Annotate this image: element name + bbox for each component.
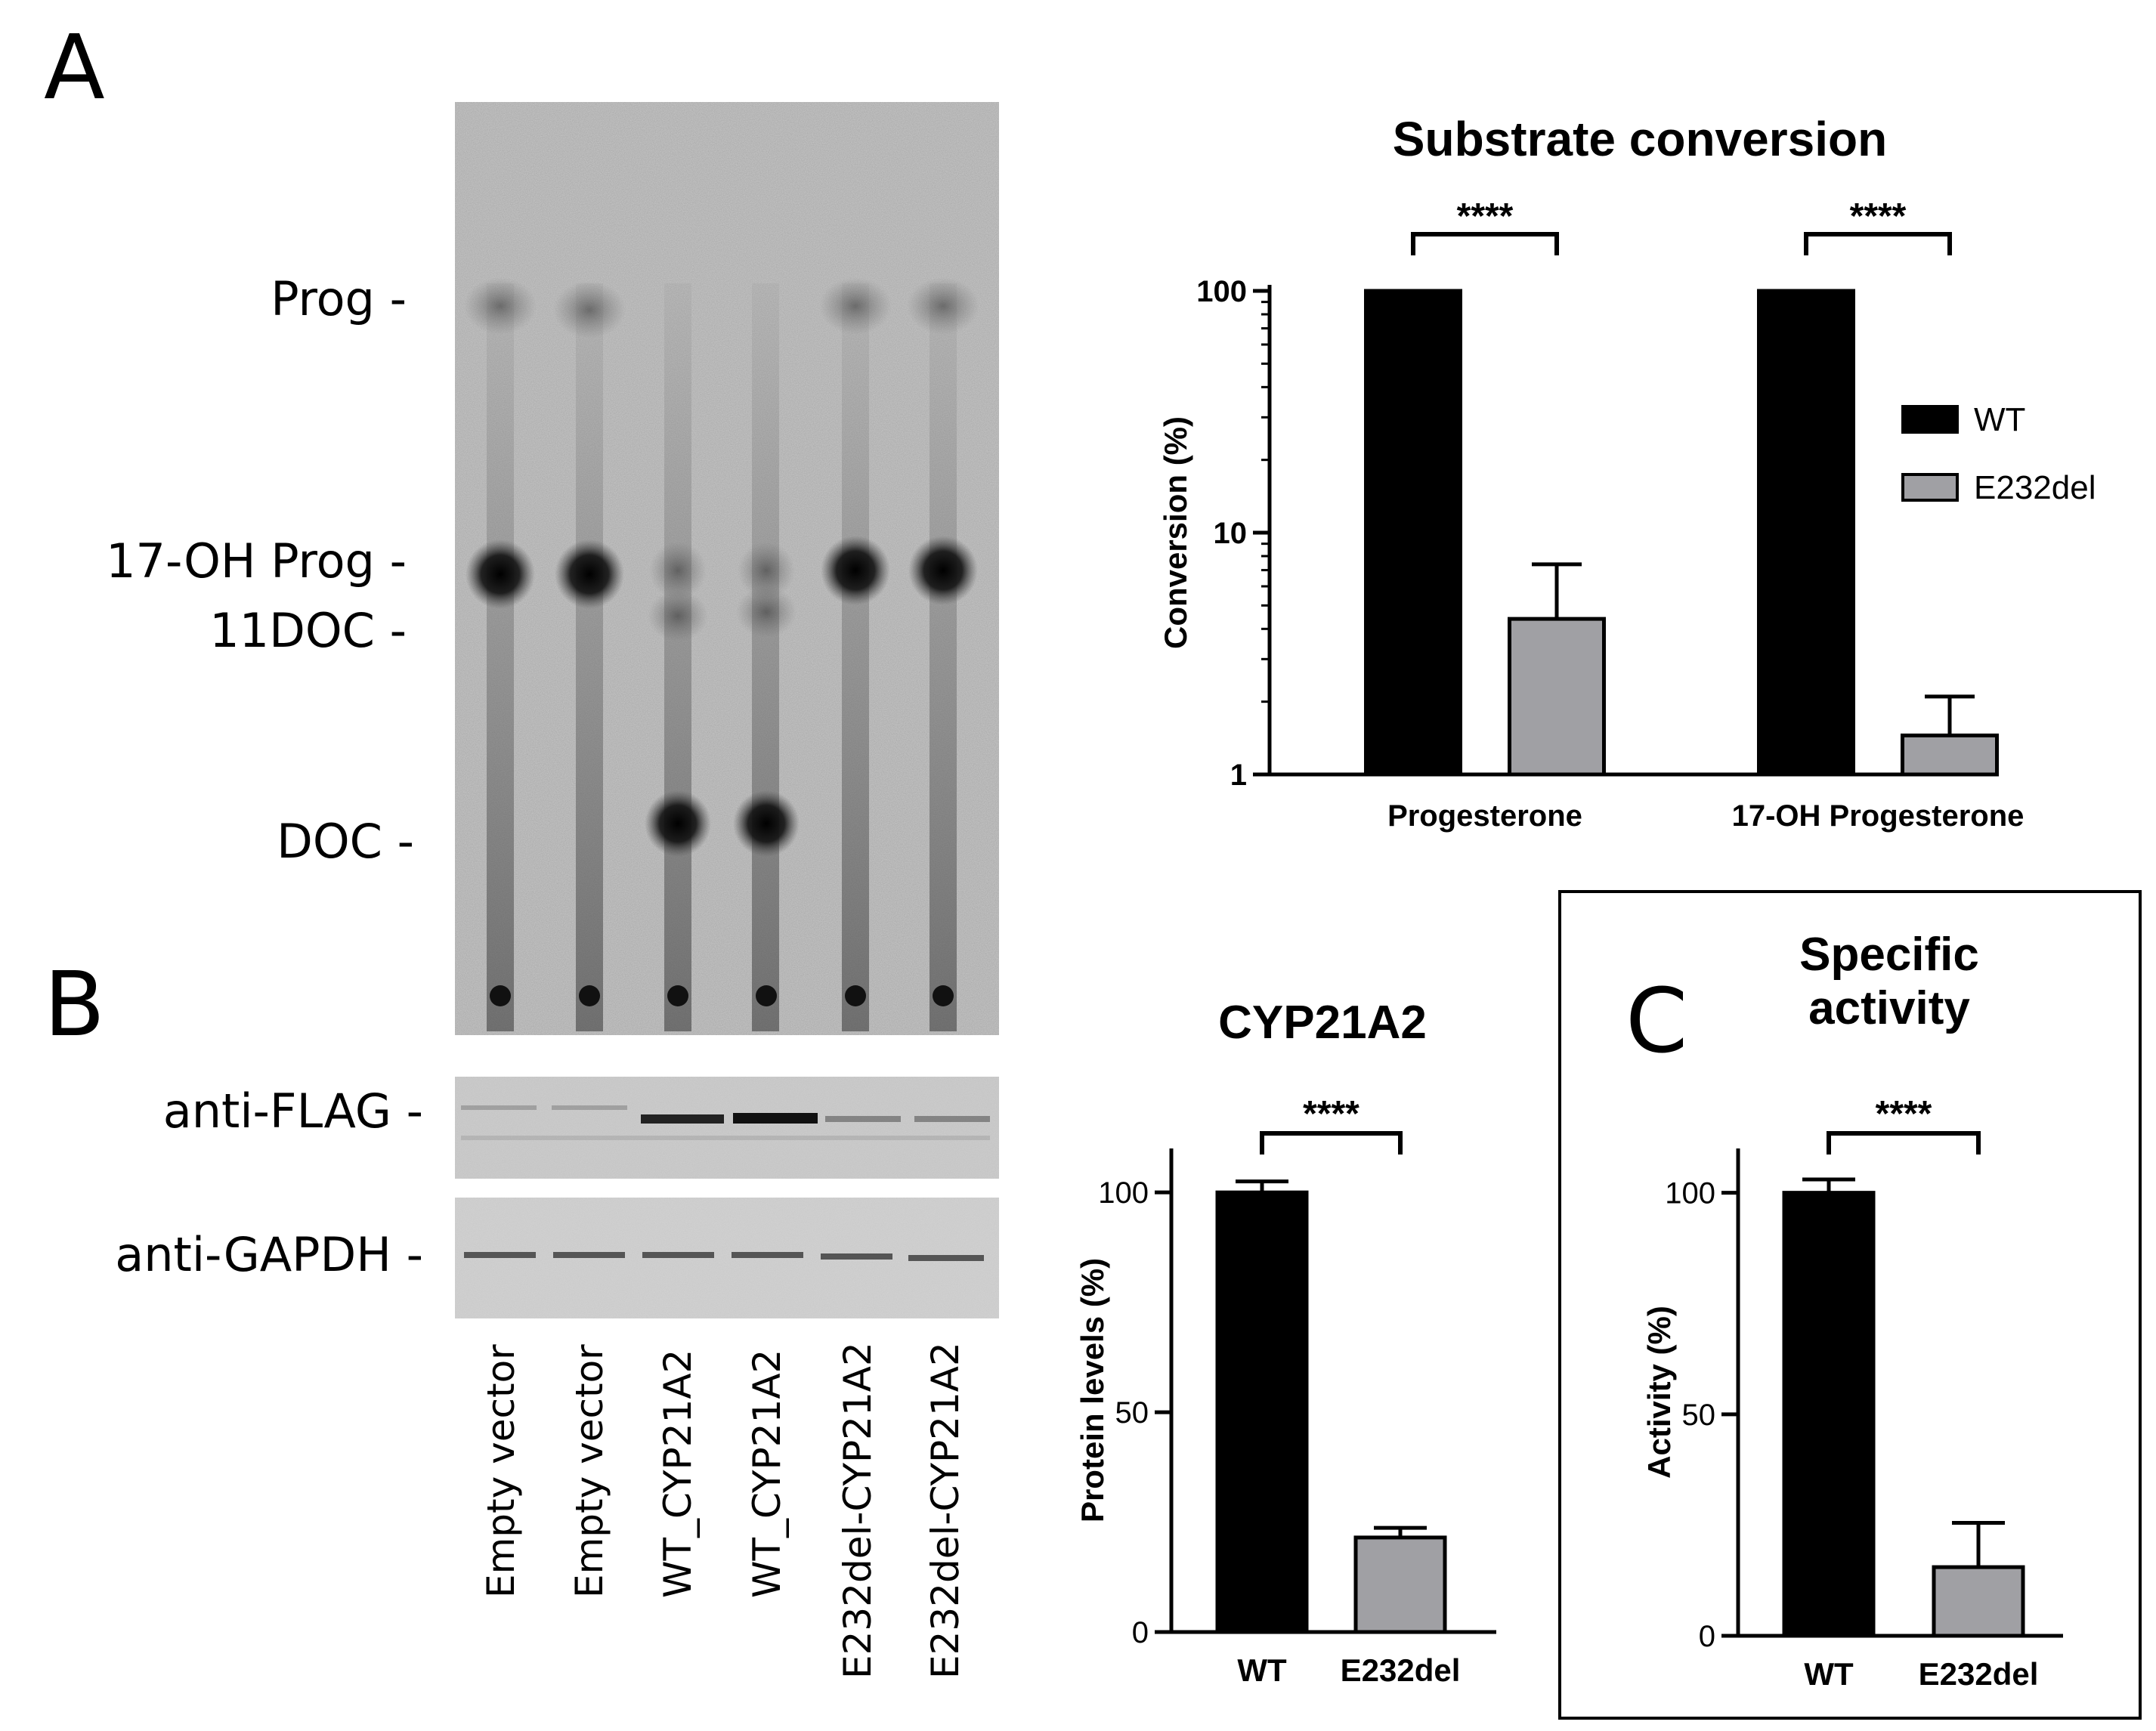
cyp21a2-chart: 0 50 100 Protein levels (%) WT E232del **** xyxy=(1075,1094,1496,1688)
bar-wt xyxy=(1757,289,1855,777)
specific-activity-chart: 0 50 100 Activity (%) WT E232del **** xyxy=(1641,1094,2063,1692)
tlc-label-17oh-prog: 17-OH Prog - xyxy=(106,533,407,589)
legend-label-e232del: E232del xyxy=(1974,469,2096,506)
significance-bracket xyxy=(1411,232,1559,255)
western-blot-flag-svg xyxy=(455,1077,999,1179)
legend-swatch-wt xyxy=(1901,405,1959,434)
panel-letter-a: A xyxy=(44,15,105,119)
tlc-label-doc: DOC - xyxy=(277,814,414,869)
bar-e232del xyxy=(1353,1535,1447,1634)
y-tick-label: 50 xyxy=(1682,1399,1716,1432)
bar-e232del xyxy=(1508,617,1606,777)
tlc-label-11doc: 11DOC - xyxy=(209,603,407,658)
x-category-label: WT xyxy=(1237,1652,1287,1688)
bar-wt xyxy=(1364,289,1462,777)
gapdh-bands xyxy=(464,1252,984,1261)
panel-letter-b: B xyxy=(44,952,105,1056)
tlc-prog-spots xyxy=(464,277,979,338)
bar-wt xyxy=(1782,1191,1876,1638)
y-axis-label: Activity (%) xyxy=(1641,1306,1677,1479)
flag-bands xyxy=(461,1105,990,1140)
x-category-label: E232del xyxy=(1919,1656,2039,1692)
y-tick-label: 50 xyxy=(1115,1396,1149,1430)
tlc-plate-svg xyxy=(455,102,999,1035)
substrate-conversion-chart: 1 10 100 Conversion (%) Progesterone **** 17-O… xyxy=(1158,196,2096,833)
x-category-label: WT xyxy=(1804,1656,1854,1692)
western-blot-gapdh-svg xyxy=(455,1198,999,1318)
legend-label-wt: WT xyxy=(1974,401,2025,438)
legend-swatch-e232del xyxy=(1901,473,1959,502)
x-category-label: Progesterone xyxy=(1387,799,1582,833)
y-tick-label: 100 xyxy=(1196,275,1247,308)
lane-label-1: Empty vector xyxy=(479,1344,523,1598)
lane-label-2: Empty vector xyxy=(568,1344,611,1598)
y-axis-label: Protein levels (%) xyxy=(1075,1258,1110,1522)
chart-title-cyp21a2: CYP21A2 xyxy=(1218,997,1427,1049)
significance-label: **** xyxy=(1303,1094,1359,1134)
lane-label-5: E232del-CYP21A2 xyxy=(836,1342,880,1679)
chart-title-activity: Specific activity xyxy=(1799,929,1979,1035)
tlc-origin-spots xyxy=(490,985,954,1006)
tlc-label-prog: Prog - xyxy=(271,271,407,326)
y-axis-label: Conversion (%) xyxy=(1158,416,1193,649)
bar-e232del xyxy=(1901,733,1999,777)
lane-label-6: E232del-CYP21A2 xyxy=(923,1342,967,1679)
y-tick-label: 0 xyxy=(1132,1616,1149,1649)
tlc-11doc-spots xyxy=(648,586,797,641)
panel-letter-c: C xyxy=(1626,969,1688,1073)
bar-wt xyxy=(1215,1190,1309,1634)
significance-bracket xyxy=(1804,232,1952,255)
y-tick-label: 10 xyxy=(1214,517,1248,550)
significance-label: **** xyxy=(1850,196,1907,236)
x-category-label: E232del xyxy=(1341,1652,1461,1688)
tlc-17oh-spots xyxy=(466,536,978,609)
western-blot-flag xyxy=(455,1077,999,1179)
significance-bracket xyxy=(1260,1131,1403,1155)
y-tick-label: 100 xyxy=(1098,1176,1149,1210)
lane-label-3: WT_CYP21A2 xyxy=(656,1349,700,1598)
x-category-label: 17-OH Progesterone xyxy=(1732,799,2025,833)
panel-c-box: C xyxy=(1558,890,2142,1720)
tlc-doc-spots xyxy=(645,790,800,857)
y-tick-label: 100 xyxy=(1665,1177,1715,1210)
wb-label-anti-flag: anti-FLAG - xyxy=(162,1083,423,1139)
significance-bracket xyxy=(1827,1131,1981,1155)
tlc-plate-image xyxy=(455,102,999,1035)
bar-e232del xyxy=(1932,1565,2025,1638)
lane-label-4: WT_CYP21A2 xyxy=(745,1349,789,1598)
chart-title-substrate: Substrate conversion xyxy=(1392,112,1888,166)
y-tick-label: 0 xyxy=(1699,1620,1715,1653)
significance-label: **** xyxy=(1457,196,1514,236)
y-tick-label: 1 xyxy=(1230,759,1247,792)
significance-label: **** xyxy=(1876,1094,1932,1134)
western-blot-gapdh xyxy=(455,1198,999,1318)
tlc-streaks xyxy=(487,283,957,1031)
wb-label-anti-gapdh: anti-GAPDH - xyxy=(115,1227,423,1282)
